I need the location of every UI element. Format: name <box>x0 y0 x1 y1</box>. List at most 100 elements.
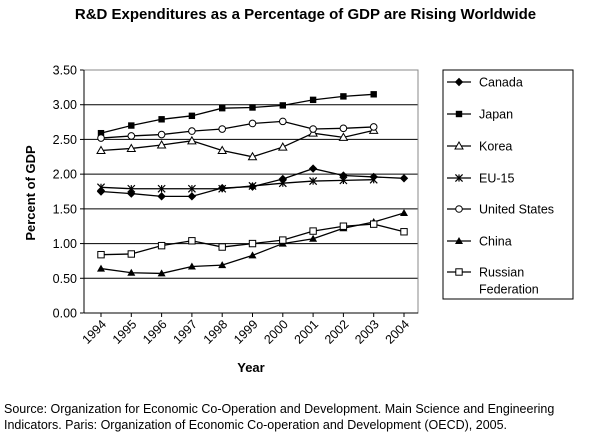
series-line-japan <box>100 93 374 134</box>
data-point-china <box>127 268 136 276</box>
x-tick-label: 1997 <box>170 317 200 347</box>
legend-item-russian-federation: Russian Federation <box>447 266 539 297</box>
y-tick-label: 1.50 <box>53 202 77 216</box>
data-point-united-states <box>127 132 136 140</box>
data-point-united-states <box>248 119 257 128</box>
y-tick-label: 0.00 <box>53 307 77 321</box>
data-point-japan <box>97 129 105 137</box>
y-tick-label: 1.00 <box>53 237 77 251</box>
y-tick-label: 2.50 <box>53 133 77 147</box>
legend-item-japan: Japan <box>447 108 513 122</box>
x-tick-label: 2001 <box>292 317 322 347</box>
data-point-united-states <box>218 125 226 133</box>
legend-label: Russian <box>479 266 524 280</box>
data-point-china <box>97 264 105 272</box>
x-tick-label: 1994 <box>80 317 110 347</box>
data-point-japan <box>128 122 135 129</box>
data-point-russian-federation <box>97 250 105 259</box>
data-point-united-states <box>369 123 378 131</box>
data-point-eu-15 <box>278 179 287 188</box>
x-tick-label: 2003 <box>352 317 382 347</box>
data-point-korea <box>277 142 288 151</box>
legend-item-eu-15: EU-15 <box>447 172 514 186</box>
data-point-korea <box>126 143 137 152</box>
data-point-eu-15 <box>187 184 196 193</box>
legend-label: Canada <box>479 76 523 90</box>
legend-label: Federation <box>479 283 539 297</box>
data-point-russian-federation <box>279 236 287 244</box>
series-lines <box>96 91 409 277</box>
data-point-japan <box>158 116 165 123</box>
series-line-united-states <box>100 120 374 139</box>
series-line-eu-15 <box>100 179 374 190</box>
x-tick-label: 2002 <box>322 317 352 347</box>
legend-swatch-marker <box>454 173 464 183</box>
data-point-canada <box>187 192 197 201</box>
legend-swatch-marker <box>455 237 463 244</box>
data-point-korea <box>96 145 106 155</box>
data-point-russian-federation <box>248 239 257 248</box>
data-point-japan <box>279 102 286 109</box>
data-point-canada <box>96 187 106 196</box>
data-point-korea <box>247 151 258 161</box>
x-tick-label: 2000 <box>261 317 291 347</box>
data-point-united-states <box>339 124 348 133</box>
legend-label: China <box>479 235 512 249</box>
legend-item-korea: Korea <box>447 140 512 154</box>
legend: Canada Japan Korea EU-15 United States China R… <box>442 69 574 300</box>
data-point-russian-federation <box>309 227 317 235</box>
series-korea <box>96 125 379 161</box>
legend-swatch-marker <box>454 140 464 150</box>
y-tick-label: 3.00 <box>53 98 77 112</box>
data-point-korea <box>187 135 197 145</box>
data-point-japan <box>219 104 226 112</box>
data-point-canada <box>308 164 318 173</box>
data-point-korea <box>156 139 167 149</box>
data-point-united-states <box>157 130 166 139</box>
data-point-eu-15 <box>157 184 166 193</box>
data-point-russian-federation <box>127 250 136 258</box>
data-point-korea <box>217 145 228 155</box>
legend-item-canada: Canada <box>447 76 523 90</box>
legend-item-united-states: United States <box>447 203 554 217</box>
source-line-2: Indicators. Paris: Organization of Econo… <box>4 418 508 432</box>
series-united-states <box>97 117 378 142</box>
legend-label: United States <box>479 203 554 217</box>
legend-item-china: China <box>447 235 512 249</box>
data-point-korea <box>338 132 349 141</box>
legend-swatch-marker <box>455 110 463 118</box>
source-line-1: Source: Organization for Economic Co-Ope… <box>4 402 555 416</box>
data-point-japan <box>370 91 377 98</box>
legend-label: Korea <box>479 140 512 154</box>
data-point-russian-federation <box>188 237 196 245</box>
x-tick-label: 1998 <box>201 317 231 347</box>
x-tick-label: 1999 <box>231 317 261 347</box>
y-tick-label: 2.00 <box>53 168 77 182</box>
data-point-russian-federation <box>339 222 348 230</box>
data-point-eu-15 <box>96 183 106 192</box>
data-point-japan <box>309 96 317 104</box>
legend-swatch-marker <box>455 205 463 213</box>
series-russian-federation <box>97 220 408 259</box>
line-chart: 0.00 0.50 1.00 1.50 2.00 2.50 3.00 3.50 1994 1995… <box>23 64 574 375</box>
y-axis-title: Percent of GDP <box>23 145 38 241</box>
axes: 0.00 0.50 1.00 1.50 2.00 2.50 3.00 3.50 1994 1995… <box>53 64 419 347</box>
x-axis-title: Year <box>237 360 264 375</box>
data-point-eu-15 <box>339 176 348 185</box>
data-point-china <box>248 251 257 259</box>
data-point-china <box>400 209 408 217</box>
data-point-china <box>157 269 166 277</box>
chart-title: R&D Expenditures as a Percentage of GDP … <box>74 6 537 23</box>
data-point-russian-federation <box>218 243 226 251</box>
data-point-china <box>187 262 196 270</box>
y-tick-label: 0.50 <box>53 272 77 286</box>
series-eu-15 <box>96 175 378 193</box>
legend-label: EU-15 <box>479 172 514 186</box>
data-point-eu-15 <box>248 181 257 190</box>
data-point-united-states <box>97 134 105 142</box>
data-point-japan <box>188 112 196 120</box>
data-point-eu-15 <box>369 175 378 184</box>
series-line-russian-federation <box>100 223 405 256</box>
legend-label: Japan <box>479 108 513 122</box>
data-point-eu-15 <box>218 184 227 193</box>
